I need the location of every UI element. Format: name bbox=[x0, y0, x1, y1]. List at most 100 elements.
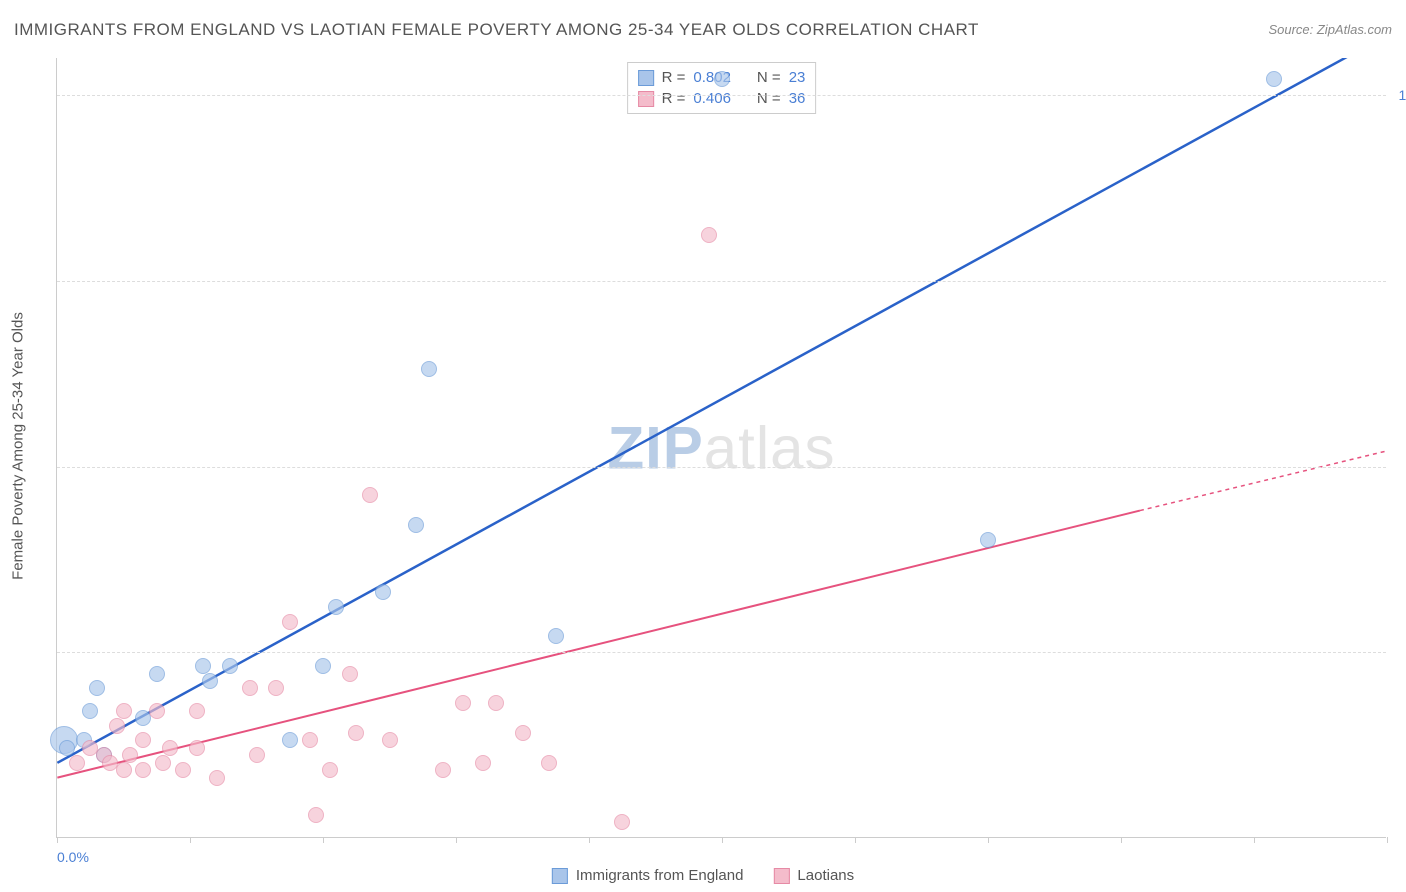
point-laotian bbox=[155, 755, 171, 771]
point-england bbox=[1266, 71, 1282, 87]
point-england bbox=[714, 71, 730, 87]
point-laotian bbox=[162, 740, 178, 756]
watermark-atlas: atlas bbox=[704, 414, 836, 481]
point-england bbox=[149, 666, 165, 682]
point-laotian bbox=[455, 695, 471, 711]
point-laotian bbox=[282, 614, 298, 630]
n-value: 23 bbox=[789, 69, 806, 86]
point-laotian bbox=[614, 814, 630, 830]
point-laotian bbox=[135, 762, 151, 778]
point-laotian bbox=[475, 755, 491, 771]
point-england bbox=[59, 740, 75, 756]
chart-container: IMMIGRANTS FROM ENGLAND VS LAOTIAN FEMAL… bbox=[0, 0, 1406, 892]
point-england bbox=[222, 658, 238, 674]
point-laotian bbox=[322, 762, 338, 778]
legend-swatch bbox=[773, 868, 789, 884]
point-england bbox=[82, 703, 98, 719]
point-laotian bbox=[175, 762, 191, 778]
chart-title: IMMIGRANTS FROM ENGLAND VS LAOTIAN FEMAL… bbox=[14, 20, 979, 40]
trend-line bbox=[57, 58, 1385, 763]
legend-label: Immigrants from England bbox=[576, 867, 744, 884]
x-tick bbox=[1387, 837, 1388, 843]
trend-line-extend bbox=[1140, 451, 1386, 510]
point-laotian bbox=[348, 725, 364, 741]
trend-line bbox=[57, 511, 1140, 778]
point-england bbox=[421, 361, 437, 377]
point-laotian bbox=[116, 762, 132, 778]
point-england bbox=[315, 658, 331, 674]
point-laotian bbox=[249, 747, 265, 763]
point-laotian bbox=[435, 762, 451, 778]
point-laotian bbox=[69, 755, 85, 771]
point-laotian bbox=[149, 703, 165, 719]
trend-lines-svg bbox=[57, 58, 1386, 837]
gridline bbox=[57, 467, 1386, 468]
x-tick bbox=[190, 837, 191, 843]
x-tick bbox=[323, 837, 324, 843]
gridline bbox=[57, 281, 1386, 282]
point-laotian bbox=[382, 732, 398, 748]
x-tick-label: 0.0% bbox=[57, 849, 89, 865]
legend-swatch bbox=[638, 91, 654, 107]
x-tick bbox=[1254, 837, 1255, 843]
r-label: R = bbox=[662, 90, 686, 107]
x-tick bbox=[589, 837, 590, 843]
x-tick bbox=[988, 837, 989, 843]
n-label: N = bbox=[757, 90, 781, 107]
point-laotian bbox=[109, 718, 125, 734]
y-tick-label: 100.0% bbox=[1391, 87, 1406, 103]
point-laotian bbox=[362, 487, 378, 503]
y-tick-label: 75.0% bbox=[1391, 273, 1406, 289]
gridline bbox=[57, 95, 1386, 96]
point-laotian bbox=[701, 227, 717, 243]
legend-item: Immigrants from England bbox=[552, 867, 744, 884]
point-england bbox=[548, 628, 564, 644]
gridline bbox=[57, 652, 1386, 653]
point-laotian bbox=[122, 747, 138, 763]
point-england bbox=[195, 658, 211, 674]
point-laotian bbox=[302, 732, 318, 748]
point-laotian bbox=[488, 695, 504, 711]
point-laotian bbox=[116, 703, 132, 719]
point-laotian bbox=[189, 740, 205, 756]
y-tick-label: 25.0% bbox=[1391, 644, 1406, 660]
legend-item: Laotians bbox=[773, 867, 854, 884]
point-laotian bbox=[308, 807, 324, 823]
n-value: 36 bbox=[789, 90, 806, 107]
y-tick-label: 50.0% bbox=[1391, 459, 1406, 475]
point-england bbox=[89, 680, 105, 696]
legend-swatch bbox=[638, 70, 654, 86]
x-axis-legend: Immigrants from England Laotians bbox=[552, 867, 854, 884]
legend-label: Laotians bbox=[797, 867, 854, 884]
point-laotian bbox=[268, 680, 284, 696]
plot-area: ZIPatlas R = 0.802N = 23R = 0.406N = 36 … bbox=[56, 58, 1386, 838]
watermark: ZIPatlas bbox=[607, 413, 835, 482]
point-england bbox=[282, 732, 298, 748]
x-tick bbox=[456, 837, 457, 843]
point-laotian bbox=[515, 725, 531, 741]
r-label: R = bbox=[662, 69, 686, 86]
watermark-zip: ZIP bbox=[607, 414, 703, 481]
x-tick bbox=[57, 837, 58, 843]
point-england bbox=[328, 599, 344, 615]
stats-legend-box: R = 0.802N = 23R = 0.406N = 36 bbox=[627, 62, 817, 114]
x-tick bbox=[1121, 837, 1122, 843]
point-england bbox=[408, 517, 424, 533]
point-laotian bbox=[342, 666, 358, 682]
source-label: Source: ZipAtlas.com bbox=[1268, 22, 1392, 37]
x-tick bbox=[722, 837, 723, 843]
point-england bbox=[375, 584, 391, 600]
point-laotian bbox=[209, 770, 225, 786]
y-axis-label: Female Poverty Among 25-34 Year Olds bbox=[10, 312, 27, 580]
x-tick bbox=[855, 837, 856, 843]
point-laotian bbox=[242, 680, 258, 696]
point-laotian bbox=[541, 755, 557, 771]
point-laotian bbox=[189, 703, 205, 719]
n-label: N = bbox=[757, 69, 781, 86]
point-england bbox=[202, 673, 218, 689]
point-laotian bbox=[135, 732, 151, 748]
legend-swatch bbox=[552, 868, 568, 884]
r-value: 0.406 bbox=[693, 90, 731, 107]
stats-row: R = 0.406 N = 36 bbox=[638, 88, 806, 109]
point-england bbox=[980, 532, 996, 548]
